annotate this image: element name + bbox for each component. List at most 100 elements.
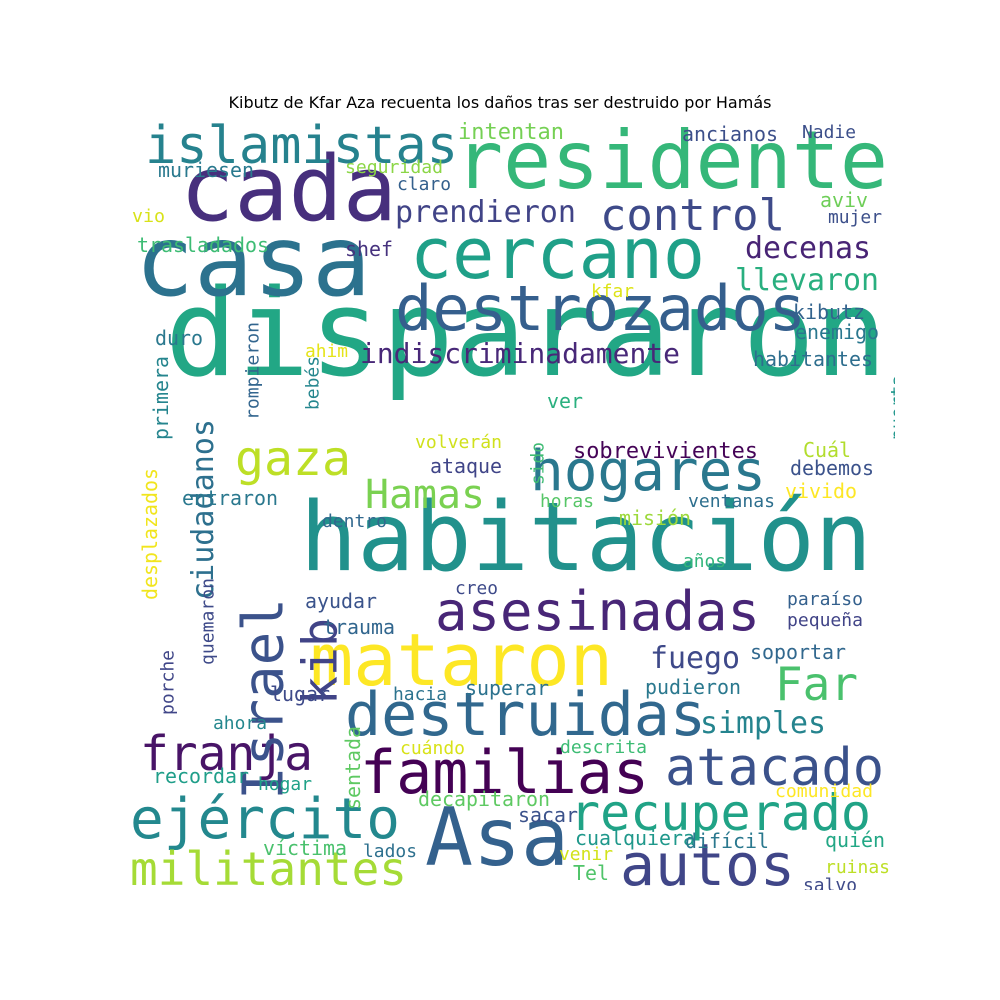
cloud-word: sacar [518,803,578,827]
cloud-word: ver [547,389,583,413]
cloud-word: lugar [270,682,330,706]
cloud-word: habitación [300,483,872,593]
cloud-word: sido [528,442,549,485]
cloud-word: lados [363,841,417,862]
cloud-word: recordar [153,764,249,788]
cloud-word: debemos [790,456,874,480]
cloud-word: recuperado [570,784,871,842]
cloud-word: rompieron [243,322,264,420]
cloud-word: ventanas [688,491,775,512]
cloud-word: pequeña [787,610,863,631]
cloud-word: misión [619,506,691,530]
cloud-word: dentro [322,511,387,532]
cloud-word: kibutz [793,300,865,324]
cloud-word: kfar [591,281,634,302]
cloud-word: horas [540,491,594,512]
cloud-word: sobrevivientes [573,439,758,464]
cloud-word: soportar [750,640,846,664]
cloud-word: cualquiera [575,826,695,850]
cloud-word: primera [149,356,173,440]
cloud-word: quemaron [198,578,219,665]
cloud-word: Israel [232,598,297,800]
cloud-word: simples [700,706,826,741]
cloud-word: ahim [305,341,348,362]
cloud-word: superar [465,676,549,700]
cloud-word: difícil [685,829,769,853]
cloud-word: cercano [410,213,705,295]
cloud-word: Cuál [803,438,851,462]
cloud-word: residente [455,120,888,207]
cloud-word: pudieron [645,675,741,699]
cloud-word: salvo [803,875,857,890]
cloud-word: seguridad [345,157,443,178]
cloud-word: hogar [258,774,312,795]
cloud-word: hacia [393,684,447,705]
cloud-word: trasladados [137,233,269,257]
cloud-word: casa [135,205,371,319]
cloud-word: vio [132,206,165,227]
cloud-word: volverán [415,432,502,453]
cloud-word: duro [155,326,203,350]
cloud-word: kib [292,618,348,705]
cloud-word: cuándo [400,738,465,759]
cloud-word: ayudar [305,589,377,613]
cloud-word: decenas [745,231,871,266]
cloud-word: Nadie [802,122,856,143]
cloud-word: destrozados [395,272,806,345]
cloud-word: intentan [458,120,564,145]
cloud-word: ruinas [825,857,890,878]
cloud-word: ancianos [682,122,778,146]
cloud-word: años [683,551,726,572]
cloud-word: víctima [263,836,347,860]
cloud-word: ejército [130,787,400,852]
cloud-word: control [600,190,785,241]
cloud-word: destruidas [345,680,706,750]
cloud-word: Hamas [365,472,485,518]
cloud-word: indiscriminadamente [360,337,680,370]
cloud-word: familias [360,738,649,808]
cloud-word: franja [140,726,313,782]
cloud-word: atacado [665,738,884,798]
cloud-word: muriesen [158,158,254,182]
cloud-word: creo [455,578,498,599]
cloud-word: vivido [785,479,857,503]
cloud-word: desayunando [889,568,895,780]
cloud-word: comunidad [775,781,873,802]
cloud-word: islamistas [145,120,458,176]
cloud-word: hogares [530,439,766,504]
cloud-word: dispararon [165,265,887,404]
cloud-word: Far [775,657,858,711]
cloud-word: decapitaron [418,787,550,811]
cloud-word: militantes [130,842,407,890]
word-cloud: dispararon habitación casa cada residente cer… [125,120,895,890]
cloud-word: Asa [425,791,569,884]
cloud-word: ahora [213,713,267,734]
cloud-word: gaza [235,431,351,487]
cloud-word: venir [559,844,613,865]
cloud-word: aviv [820,188,868,212]
cloud-word: llevaron [735,263,879,298]
cloud-word: trauma [323,615,395,639]
cloud-word: autos [620,831,795,890]
cloud-word: shef [345,237,393,261]
cloud-word: prendieron [395,195,576,230]
cloud-word: habitantes [753,347,873,371]
cloud-word: quién [825,828,885,852]
cloud-word: mataron [310,618,613,702]
cloud-word: mujer [828,207,882,228]
cloud-word: enemigo [795,320,879,344]
cloud-word: bebés [303,356,324,410]
cloud-word: descrita [560,737,647,758]
cloud-word: Tel [573,861,609,885]
cloud-word: desplazados [138,468,162,600]
cloud-word: porche [158,650,179,715]
cloud-word: entraron [182,486,278,510]
cloud-word: fuego [650,641,740,676]
cloud-word: ciudadanos [186,419,221,600]
cloud-word: puerta [888,375,895,440]
cloud-word: cada [180,137,397,242]
cloud-word: claro [397,174,451,195]
cloud-word: sentada [341,726,365,810]
cloud-word: ataque [430,454,502,478]
